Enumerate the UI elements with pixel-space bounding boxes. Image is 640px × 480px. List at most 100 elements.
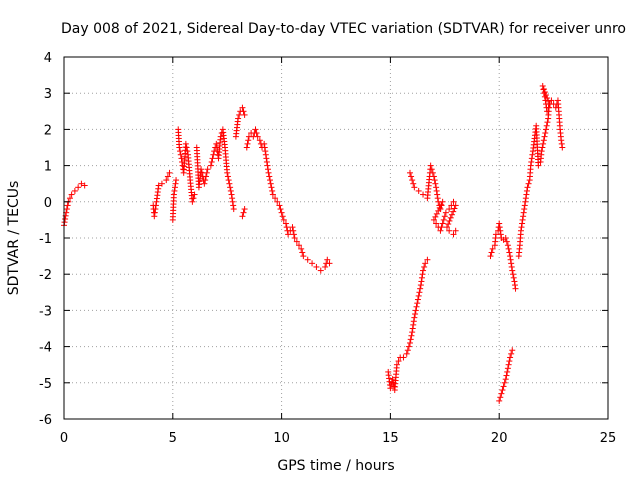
- data-point: [511, 282, 518, 289]
- data-point: [414, 296, 421, 303]
- data-point: [190, 195, 197, 202]
- data-point: [500, 383, 507, 390]
- y-tick-label: -1: [39, 232, 52, 247]
- data-point: [387, 385, 394, 392]
- data-point: [241, 206, 248, 213]
- data-point: [293, 238, 300, 245]
- data-point: [544, 108, 551, 115]
- data-point: [442, 209, 449, 216]
- data-point: [230, 202, 237, 209]
- data-point: [155, 182, 162, 189]
- data-point: [443, 224, 450, 231]
- data-point: [226, 180, 233, 187]
- data-point: [256, 137, 263, 144]
- data-point: [253, 130, 260, 137]
- data-point: [411, 314, 418, 321]
- data-point: [285, 231, 292, 238]
- data-point: [202, 173, 209, 180]
- data-point: [152, 202, 159, 209]
- data-point: [278, 209, 285, 216]
- data-point: [502, 376, 509, 383]
- data-point: [309, 260, 316, 267]
- data-point: [276, 202, 283, 209]
- data-point: [445, 221, 452, 228]
- data-point: [304, 256, 311, 263]
- data-point: [504, 368, 511, 375]
- data-point: [509, 271, 516, 278]
- data-point: [279, 213, 286, 220]
- data-point: [541, 90, 548, 97]
- data-point: [151, 213, 158, 220]
- data-point: [545, 98, 552, 105]
- data-point: [300, 253, 307, 260]
- data-point: [261, 144, 268, 151]
- data-point: [265, 169, 272, 176]
- data-point: [450, 208, 457, 215]
- data-point: [508, 263, 515, 270]
- data-point: [540, 137, 547, 144]
- y-tick-label: 4: [44, 51, 52, 66]
- data-point: [435, 207, 442, 214]
- data-point: [296, 242, 303, 249]
- data-point: [540, 140, 547, 147]
- data-point: [432, 213, 439, 220]
- data-point: [506, 358, 513, 365]
- data-point: [489, 245, 496, 252]
- data-point: [417, 282, 424, 289]
- data-point: [559, 144, 566, 151]
- data-point: [501, 379, 508, 386]
- data-point: [75, 184, 82, 191]
- data-point: [158, 180, 165, 187]
- data-point: [544, 119, 551, 126]
- x-axis-label: GPS time / hours: [277, 458, 394, 474]
- data-point: [438, 201, 445, 208]
- data-point: [71, 187, 78, 194]
- data-point: [152, 206, 159, 213]
- data-point: [151, 209, 158, 216]
- data-point: [264, 162, 271, 169]
- data-point: [406, 339, 413, 346]
- data-point: [213, 140, 220, 147]
- data-point: [447, 214, 454, 221]
- data-point: [420, 267, 427, 274]
- data-point: [545, 104, 552, 111]
- data-point: [418, 278, 425, 285]
- data-point: [448, 211, 455, 218]
- data-point: [498, 390, 505, 397]
- data-point: [261, 140, 268, 147]
- data-point: [178, 155, 185, 162]
- data-point: [505, 245, 512, 252]
- data-point: [446, 227, 453, 234]
- data-point: [240, 209, 247, 216]
- data-point: [229, 195, 236, 202]
- data-point: [298, 245, 305, 252]
- data-point: [241, 111, 248, 118]
- data-point: [266, 177, 273, 184]
- data-point: [204, 166, 211, 173]
- data-point: [427, 162, 434, 169]
- data-point: [173, 177, 180, 184]
- data-point: [409, 329, 416, 336]
- data-point: [431, 177, 438, 184]
- data-point: [505, 361, 512, 368]
- data-point: [541, 93, 548, 100]
- data-point: [412, 307, 419, 314]
- data-point: [488, 249, 495, 256]
- data-point: [191, 191, 198, 198]
- data-point: [61, 219, 68, 226]
- data-point: [522, 198, 529, 205]
- data-point: [417, 285, 424, 292]
- data-point: [277, 206, 284, 213]
- data-point: [439, 198, 446, 205]
- data-point: [438, 224, 445, 231]
- x-tick-label: 25: [600, 431, 617, 446]
- data-point: [202, 177, 209, 184]
- data-point: [421, 263, 428, 270]
- data-point: [511, 278, 518, 285]
- data-point: [452, 227, 459, 234]
- data-point: [244, 140, 251, 147]
- data-point: [422, 260, 429, 267]
- data-point: [290, 231, 297, 238]
- axes: 0 5 10 15 20 25 -6 -5 -4 -3 -2 -1 0 1 2 3 4: [39, 51, 616, 446]
- data-point: [207, 162, 214, 169]
